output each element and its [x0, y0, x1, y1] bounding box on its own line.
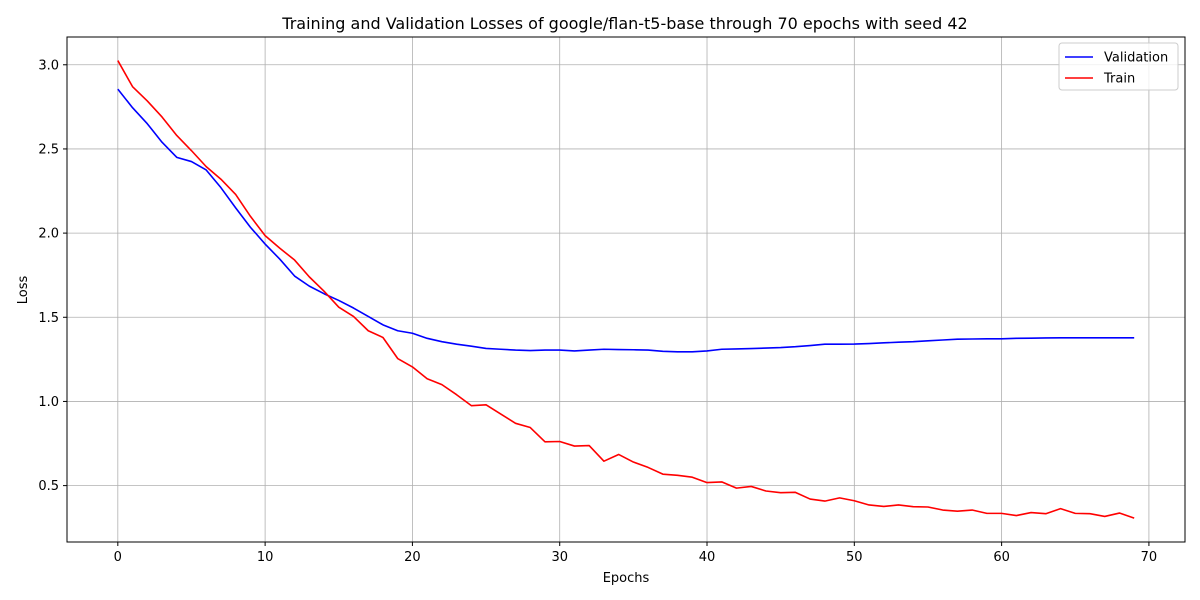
x-tick-label: 50	[846, 550, 863, 565]
y-tick-label: 1.5	[38, 311, 59, 326]
grid-lines	[67, 37, 1185, 542]
series-layer	[117, 60, 1135, 519]
chart-title: Training and Validation Losses of google…	[281, 14, 967, 33]
axis-ticks: 0 10 20 30 40 50 60 70 0.5 1.0 1.5 2.0 2.5 3.0	[38, 58, 1157, 565]
plot-area-frame	[66, 36, 1186, 543]
x-tick-label: 40	[699, 550, 716, 565]
y-tick-label: 2.5	[38, 142, 59, 157]
x-tick-label: 20	[404, 550, 421, 565]
y-tick-label: 0.5	[38, 479, 59, 494]
y-tick-label: 2.0	[38, 227, 59, 242]
x-tick-label: 60	[993, 550, 1010, 565]
x-tick-label: 30	[551, 550, 568, 565]
train-series-line	[117, 60, 1135, 519]
train-legend-label: Train	[1103, 72, 1135, 87]
y-axis-label: Loss	[16, 276, 31, 305]
legend: Validation Train	[1058, 42, 1179, 91]
validation-legend-label: Validation	[1104, 51, 1168, 66]
x-tick-label: 70	[1141, 550, 1158, 565]
y-tick-label: 3.0	[38, 58, 59, 73]
x-tick-label: 10	[257, 550, 274, 565]
validation-series-line	[117, 88, 1135, 353]
x-tick-label: 0	[114, 550, 122, 565]
y-tick-label: 1.0	[38, 395, 59, 410]
x-axis-label: Epochs	[603, 571, 650, 586]
